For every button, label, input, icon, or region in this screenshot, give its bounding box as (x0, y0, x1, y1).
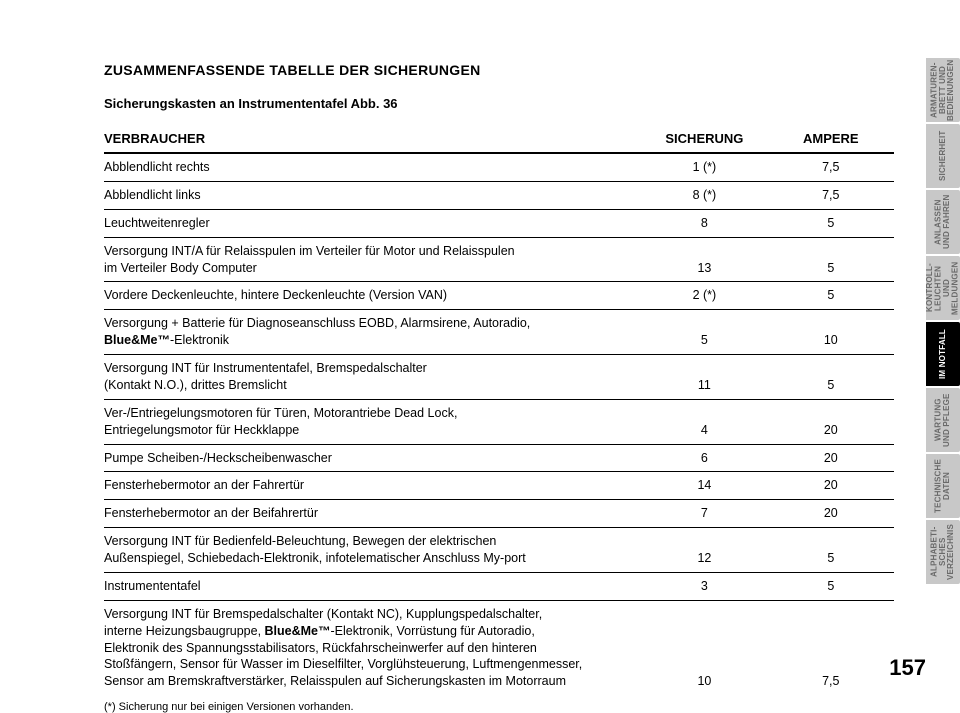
side-tab[interactable]: SICHERHEIT (926, 124, 960, 188)
table-row: Versorgung INT/A für Relaisspulen im Ver… (104, 237, 894, 282)
cell-consumer: Vordere Deckenleuchte, hintere Deckenleu… (104, 282, 641, 310)
table-row: Abblendlicht links8 (*)7,5 (104, 181, 894, 209)
cell-consumer: Versorgung + Batterie für Diagnoseanschl… (104, 310, 641, 355)
cell-ampere: 5 (768, 528, 894, 573)
col-header-consumer: VERBRAUCHER (104, 125, 641, 153)
table-row: Ver-/Entriegelungsmotoren für Türen, Mot… (104, 399, 894, 444)
cell-ampere: 20 (768, 500, 894, 528)
cell-fuse: 13 (641, 237, 767, 282)
table-body: Abblendlicht rechts1 (*)7,5Abblendlicht … (104, 153, 894, 695)
cell-fuse: 2 (*) (641, 282, 767, 310)
side-tab[interactable]: KONTROLL-LEUCHTEN UNDMELDUNGEN (926, 256, 960, 320)
table-row: Versorgung + Batterie für Diagnoseanschl… (104, 310, 894, 355)
side-tab[interactable]: ALPHABETI-SCHESVERZEICHNIS (926, 520, 960, 584)
side-tabs: ARMATUREN-BRETT UNDBEDIENUNGENSICHERHEIT… (926, 58, 960, 584)
cell-ampere: 5 (768, 355, 894, 400)
cell-consumer: Fensterhebermotor an der Beifahrertür (104, 500, 641, 528)
cell-fuse: 7 (641, 500, 767, 528)
side-tab[interactable]: TECHNISCHEDATEN (926, 454, 960, 518)
cell-fuse: 3 (641, 572, 767, 600)
cell-ampere: 10 (768, 310, 894, 355)
cell-ampere: 7,5 (768, 181, 894, 209)
page-subtitle: Sicherungskasten an Instrumententafel Ab… (104, 96, 894, 111)
cell-ampere: 5 (768, 282, 894, 310)
cell-fuse: 4 (641, 399, 767, 444)
cell-consumer: Versorgung INT/A für Relaisspulen im Ver… (104, 237, 641, 282)
cell-ampere: 7,5 (768, 153, 894, 181)
table-row: Versorgung INT für Bremspedalschalter (K… (104, 600, 894, 695)
page-number: 157 (889, 655, 926, 681)
page-content: ZUSAMMENFASSENDE TABELLE DER SICHERUNGEN… (104, 62, 894, 713)
cell-fuse: 8 (641, 209, 767, 237)
cell-ampere: 5 (768, 237, 894, 282)
cell-consumer: Abblendlicht rechts (104, 153, 641, 181)
table-row: Fensterhebermotor an der Beifahrertür720 (104, 500, 894, 528)
cell-fuse: 1 (*) (641, 153, 767, 181)
cell-consumer: Versorgung INT für Bedienfeld-Beleuchtun… (104, 528, 641, 573)
cell-consumer: Pumpe Scheiben-/Heckscheibenwascher (104, 444, 641, 472)
cell-consumer: Ver-/Entriegelungsmotoren für Türen, Mot… (104, 399, 641, 444)
table-row: Versorgung INT für Instrumententafel, Br… (104, 355, 894, 400)
cell-consumer: Versorgung INT für Bremspedalschalter (K… (104, 600, 641, 695)
cell-ampere: 20 (768, 472, 894, 500)
side-tab[interactable]: ARMATUREN-BRETT UNDBEDIENUNGEN (926, 58, 960, 122)
cell-ampere: 20 (768, 444, 894, 472)
table-row: Fensterhebermotor an der Fahrertür1420 (104, 472, 894, 500)
table-row: Leuchtweitenregler85 (104, 209, 894, 237)
cell-ampere: 7,5 (768, 600, 894, 695)
cell-ampere: 20 (768, 399, 894, 444)
col-header-fuse: SICHERUNG (641, 125, 767, 153)
cell-consumer: Versorgung INT für Instrumententafel, Br… (104, 355, 641, 400)
table-footnote: (*) Sicherung nur bei einigen Versionen … (104, 701, 894, 713)
table-row: Versorgung INT für Bedienfeld-Beleuchtun… (104, 528, 894, 573)
fuse-table: VERBRAUCHER SICHERUNG AMPERE Abblendlich… (104, 125, 894, 695)
cell-ampere: 5 (768, 209, 894, 237)
cell-consumer: Instrumententafel (104, 572, 641, 600)
table-row: Pumpe Scheiben-/Heckscheibenwascher620 (104, 444, 894, 472)
cell-consumer: Abblendlicht links (104, 181, 641, 209)
cell-fuse: 5 (641, 310, 767, 355)
side-tab[interactable]: ANLASSENUND FAHREN (926, 190, 960, 254)
cell-consumer: Leuchtweitenregler (104, 209, 641, 237)
page-title: ZUSAMMENFASSENDE TABELLE DER SICHERUNGEN (104, 62, 894, 78)
table-row: Vordere Deckenleuchte, hintere Deckenleu… (104, 282, 894, 310)
cell-fuse: 14 (641, 472, 767, 500)
table-row: Instrumententafel35 (104, 572, 894, 600)
table-row: Abblendlicht rechts1 (*)7,5 (104, 153, 894, 181)
cell-consumer: Fensterhebermotor an der Fahrertür (104, 472, 641, 500)
cell-fuse: 6 (641, 444, 767, 472)
cell-fuse: 10 (641, 600, 767, 695)
side-tab[interactable]: IM NOTFALL (926, 322, 960, 386)
col-header-ampere: AMPERE (768, 125, 894, 153)
table-header-row: VERBRAUCHER SICHERUNG AMPERE (104, 125, 894, 153)
cell-fuse: 12 (641, 528, 767, 573)
cell-fuse: 11 (641, 355, 767, 400)
cell-ampere: 5 (768, 572, 894, 600)
side-tab[interactable]: WARTUNGUND PFLEGE (926, 388, 960, 452)
cell-fuse: 8 (*) (641, 181, 767, 209)
